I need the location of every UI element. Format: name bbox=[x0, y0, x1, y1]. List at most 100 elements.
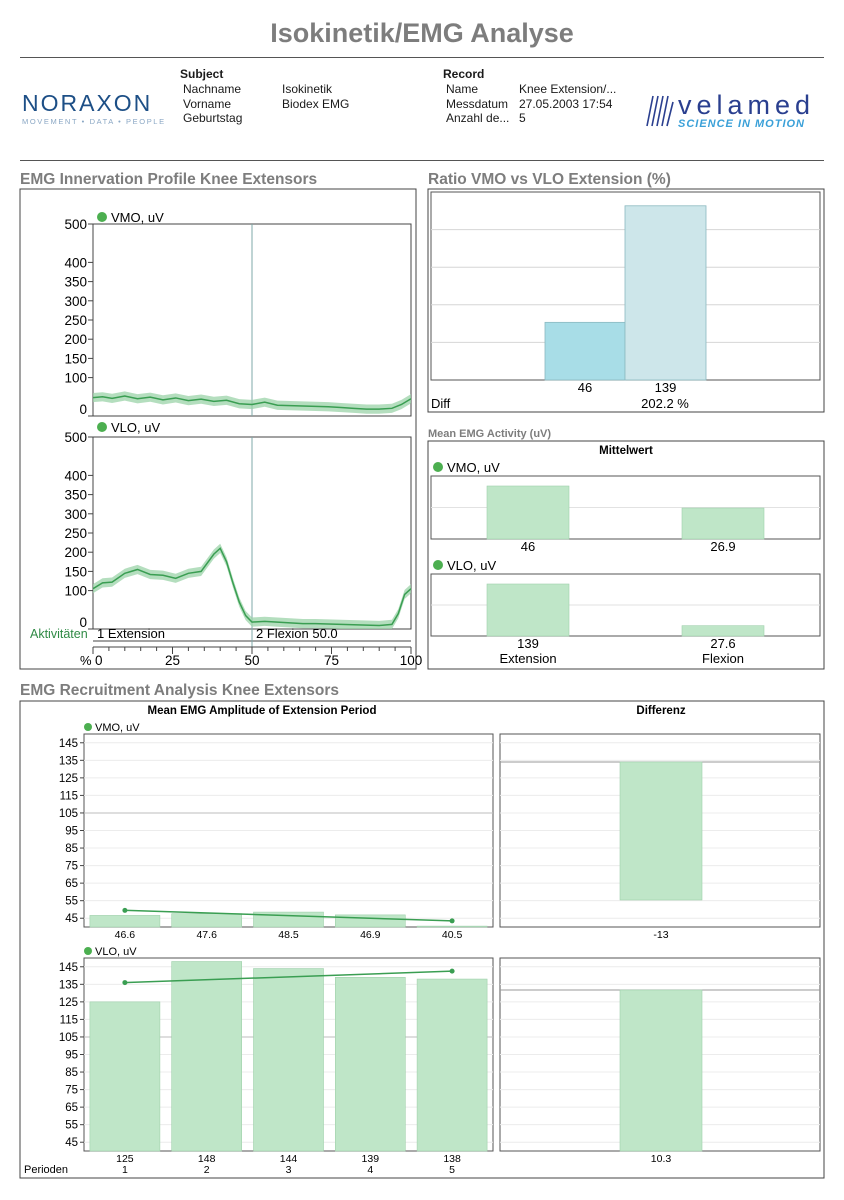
velamed-logo: velamed SCIENCE IN MOTION bbox=[644, 90, 828, 132]
period-label-flexion: 2 Flexion 50.0 bbox=[256, 626, 338, 641]
recr-vmo-trend-point bbox=[122, 907, 128, 913]
page-title: Isokinetik/EMG Analyse bbox=[270, 18, 574, 48]
recr-y-tick-label: 115 bbox=[60, 790, 78, 802]
recr-vlo-diff-value: 10.3 bbox=[651, 1153, 672, 1165]
recr-vlo-bar-value: 144 bbox=[280, 1153, 298, 1165]
mean-activity-frame bbox=[427, 440, 825, 670]
noraxon-logo: NORAXON MOVEMENT • DATA • PEOPLE bbox=[22, 90, 166, 126]
vmo-y-tick-label: 400 bbox=[64, 255, 87, 270]
ratio-frame bbox=[427, 188, 825, 413]
recr-vlo-bar bbox=[89, 1001, 161, 1152]
recr-y-tick-label: 115 bbox=[60, 1014, 78, 1026]
recr-vlo-bar bbox=[253, 968, 324, 1152]
recr-y-tick-label: 55 bbox=[65, 896, 78, 908]
velamed-logo-text: velamed bbox=[678, 90, 816, 120]
recr-vlo-bar bbox=[334, 976, 406, 1152]
recruitment-frame bbox=[19, 700, 825, 1179]
recr-y-tick-label: 95 bbox=[65, 826, 78, 838]
vlo-y-tick-label: 0 bbox=[79, 615, 87, 630]
innervation-frame bbox=[19, 188, 417, 670]
recr-period-label: 4 bbox=[367, 1164, 373, 1176]
ratio-chart: Diff 202.2 % 46 139 bbox=[427, 188, 825, 413]
ratio-bar-value: 139 bbox=[655, 380, 677, 395]
vlo-legend-dot bbox=[97, 422, 107, 432]
subject-label-lastname: Nachname bbox=[183, 82, 242, 96]
recr-vmo-bar-value: 40.5 bbox=[442, 929, 463, 941]
record-value-count: 5 bbox=[519, 111, 526, 125]
header-top-rule bbox=[20, 57, 824, 58]
header-bottom-rule bbox=[20, 160, 824, 161]
vmo-y-tick-label: 100 bbox=[64, 371, 87, 386]
mean-bar bbox=[681, 507, 765, 540]
recr-vmo-diff-bar bbox=[619, 761, 703, 901]
recr-y-tick-label: 105 bbox=[59, 1032, 78, 1044]
mean-activity-chart: Mittelwert VMO, uV VLO, uV 46 26.9 139 27.6… bbox=[427, 440, 825, 670]
recr-vlo-bar-value: 139 bbox=[362, 1153, 380, 1165]
mean-bar-value: 26.9 bbox=[710, 539, 735, 554]
recr-vmo-bar bbox=[416, 925, 488, 928]
recr-vmo-legend-label: VMO, uV bbox=[95, 722, 140, 734]
recr-y-tick-label: 75 bbox=[65, 1085, 78, 1097]
recr-vlo-legend-dot bbox=[84, 947, 92, 955]
record-value-name: Knee Extension/... bbox=[519, 82, 617, 96]
innervation-title: EMG Innervation Profile Knee Extensors bbox=[20, 171, 318, 188]
vlo-y-tick-label: 100 bbox=[64, 584, 87, 599]
activities-label: Aktivitäten bbox=[30, 627, 88, 641]
subject-block: Subject Nachname Vorname Geburtstag Isok… bbox=[180, 67, 349, 125]
vmo-y-tick-label: 350 bbox=[64, 275, 87, 290]
recr-y-tick-label: 85 bbox=[65, 843, 78, 855]
velamed-bars-icon bbox=[646, 95, 674, 127]
record-block: Record Name Messdatum Anzahl de... Knee … bbox=[443, 67, 616, 125]
recr-vmo-bar-value: 46.6 bbox=[115, 929, 136, 941]
mean-vlo-legend-label: VLO, uV bbox=[447, 558, 496, 573]
x-tick-label: 50 bbox=[244, 653, 259, 668]
vmo-legend-label: VMO, uV bbox=[111, 210, 164, 225]
mean-bar bbox=[681, 625, 765, 637]
recr-y-tick-label: 135 bbox=[59, 979, 78, 991]
recr-vlo-legend-label: VLO, uV bbox=[95, 946, 137, 958]
mean-vmo-legend-label: VMO, uV bbox=[447, 460, 500, 475]
recr-y-tick-label: 145 bbox=[59, 962, 78, 974]
record-labels: Name Messdatum Anzahl de... bbox=[446, 82, 526, 126]
recr-y-tick-label: 55 bbox=[65, 1120, 78, 1132]
ratio-bar-vmo bbox=[544, 321, 626, 381]
vmo-variance-band bbox=[93, 391, 411, 414]
recr-vlo-bar-value: 148 bbox=[198, 1153, 216, 1165]
mean-category-label: Extension bbox=[499, 651, 556, 666]
x-tick-label: 0 bbox=[95, 653, 103, 668]
vmo-y-tick-label: 200 bbox=[64, 332, 87, 347]
vlo-y-tick-label: 500 bbox=[64, 430, 87, 445]
noraxon-logo-text: NORAXON bbox=[22, 90, 153, 116]
vmo-y-tick-label: 150 bbox=[64, 351, 87, 366]
vmo-y-tick-label: 0 bbox=[79, 402, 87, 417]
recr-y-tick-label: 125 bbox=[59, 773, 78, 785]
period-label-extension: 1 Extension bbox=[97, 626, 165, 641]
record-values: Knee Extension/... 27.05.2003 17:54 5 bbox=[519, 82, 639, 126]
recr-vmo-trend-point bbox=[449, 918, 455, 924]
recr-period-label: 3 bbox=[286, 1164, 292, 1176]
recr-y-tick-label: 125 bbox=[59, 997, 78, 1009]
noraxon-logo-tagline: MOVEMENT • DATA • PEOPLE bbox=[22, 117, 166, 126]
vlo-legend-label: VLO, uV bbox=[111, 420, 160, 435]
recr-y-tick-label: 145 bbox=[59, 738, 78, 750]
record-value-date: 27.05.2003 17:54 bbox=[519, 96, 613, 111]
recr-vmo-legend-dot bbox=[84, 723, 92, 731]
ratio-title: Ratio VMO vs VLO Extension (%) bbox=[428, 171, 671, 188]
record-heading: Record bbox=[443, 67, 485, 81]
vlo-y-tick-label: 350 bbox=[64, 488, 87, 503]
vlo-y-tick-label: 200 bbox=[64, 545, 87, 560]
vlo-y-tick-label: 250 bbox=[64, 526, 87, 541]
velamed-logo-tagline: SCIENCE IN MOTION bbox=[678, 118, 806, 130]
subject-heading: Subject bbox=[180, 67, 224, 81]
innervation-chart: VMO, uV VLO, uV Aktivitäten 1 Extension … bbox=[19, 188, 422, 670]
ratio-bar-value: 46 bbox=[578, 380, 592, 395]
vlo-y-tick-label: 300 bbox=[64, 507, 87, 522]
recr-y-tick-label: 65 bbox=[65, 878, 78, 890]
recr-vlo-trend-line bbox=[124, 970, 453, 984]
vmo-y-tick-label: 300 bbox=[64, 294, 87, 309]
mean-activity-title: Mean EMG Activity (uV) bbox=[428, 428, 552, 440]
recr-vlo-trend-point bbox=[449, 968, 455, 974]
recr-vlo-diff-bar bbox=[619, 989, 703, 1152]
recr-y-tick-label: 95 bbox=[65, 1050, 78, 1062]
